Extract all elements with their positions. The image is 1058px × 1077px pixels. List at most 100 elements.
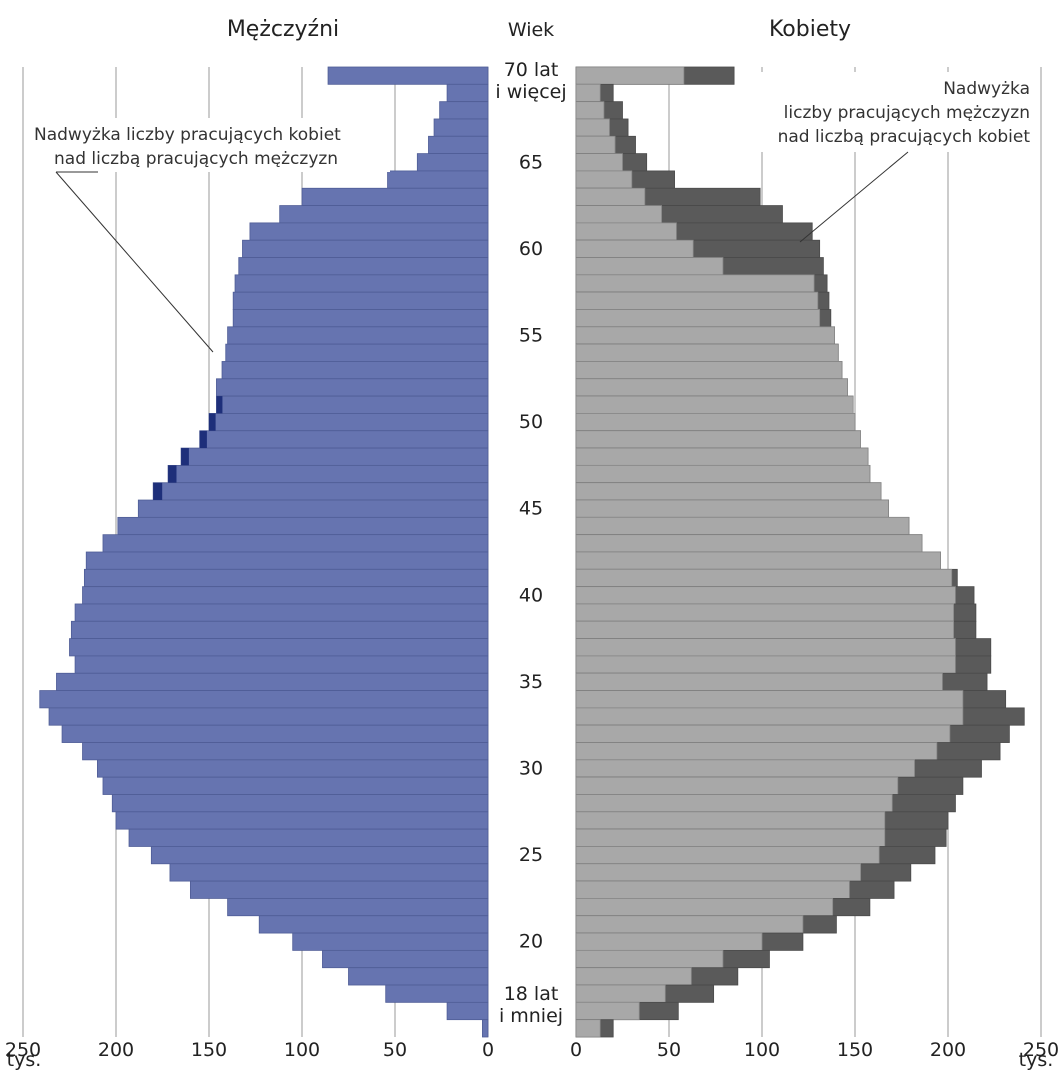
bar-men-17 <box>221 361 489 380</box>
bar-men-10 <box>242 239 489 258</box>
bar-men-49 <box>258 915 489 934</box>
annotation-right-line-3: nad liczbą pracujących kobiet <box>778 127 1031 147</box>
bar-women-work-48 <box>575 898 834 917</box>
bar-men-36 <box>39 690 489 709</box>
bar-women-work-44 <box>575 828 886 847</box>
bar-men-41 <box>102 776 489 795</box>
bar-men-23 <box>167 464 489 484</box>
bar-women-work-37 <box>575 707 964 726</box>
tick-right-200: 200 <box>930 1039 966 1061</box>
x-ticks-right: 0 50 100 150 200 250 <box>570 1039 1058 1061</box>
bar-women-work-20 <box>575 413 856 432</box>
age-label-55: 55 <box>519 324 543 346</box>
bar-men-50 <box>292 932 489 951</box>
bar-men-34 <box>74 655 489 674</box>
bar-men-excess-23 <box>168 465 177 483</box>
bar-men-26 <box>117 516 489 536</box>
title-women: Kobiety <box>769 17 851 42</box>
age-label-50: 50 <box>519 411 543 433</box>
bar-men-37 <box>48 707 489 726</box>
bar-women-work-32 <box>575 620 954 640</box>
bar-men-39 <box>82 742 489 761</box>
bar-women-work-2 <box>575 101 605 120</box>
bar-women-work-41 <box>575 776 899 795</box>
bar-men-excess-21 <box>199 430 207 449</box>
tick-left-150: 150 <box>191 1039 227 1061</box>
bar-men-3 <box>433 118 489 137</box>
bar-men-16 <box>225 343 489 362</box>
bar-men-43 <box>115 811 489 830</box>
bar-women-work-12 <box>575 274 815 293</box>
bar-men-24 <box>152 482 489 501</box>
age-label-35: 35 <box>519 671 543 693</box>
annotation-right-bg <box>740 72 1034 152</box>
bar-men-12 <box>234 274 489 293</box>
bar-women-work-45 <box>575 846 880 865</box>
bar-women-work-43 <box>575 811 886 830</box>
bar-women-work-33 <box>575 638 956 657</box>
bar-men-28 <box>85 551 489 570</box>
bar-women-work-1 <box>575 83 601 103</box>
bar-men-14 <box>232 309 489 328</box>
bar-men-45 <box>150 846 489 865</box>
bar-men-29 <box>83 568 489 588</box>
bar-men-42 <box>111 794 489 813</box>
bar-women-work-28 <box>575 551 941 570</box>
bar-women-work-52 <box>575 967 692 986</box>
bar-men-9 <box>249 222 489 241</box>
bars-women <box>575 66 1025 1038</box>
bar-women-work-35 <box>575 672 943 691</box>
bar-women-work-15 <box>575 326 835 345</box>
bar-men-53 <box>385 984 489 1003</box>
bar-men-21 <box>199 430 489 449</box>
bar-men-38 <box>61 724 489 743</box>
bar-women-work-38 <box>575 724 951 743</box>
age-label-45: 45 <box>519 498 543 520</box>
bar-women-work-9 <box>575 222 677 241</box>
bar-women-work-54 <box>575 1001 640 1021</box>
bar-women-work-40 <box>575 759 915 778</box>
tick-left-200: 200 <box>98 1039 134 1061</box>
tick-right-0: 0 <box>570 1039 582 1061</box>
bar-men-46 <box>169 863 489 882</box>
bar-women-work-10 <box>575 239 694 258</box>
age-label-60: 60 <box>519 238 543 260</box>
bar-men-25 <box>137 499 489 518</box>
bar-men-32 <box>70 620 489 640</box>
bar-women-work-7 <box>575 187 646 206</box>
bar-men-52 <box>348 967 489 986</box>
bar-women-work-24 <box>575 482 882 501</box>
bar-men-18 <box>216 378 489 397</box>
age-label-18: 18 lat <box>504 983 559 1005</box>
tick-left-250: 250 <box>5 1039 41 1061</box>
bar-men-19 <box>216 395 489 414</box>
bar-men-13 <box>232 291 489 310</box>
bar-men-0 <box>327 66 489 85</box>
bar-women-work-51 <box>575 949 724 969</box>
bar-women-work-46 <box>575 863 861 882</box>
bar-men-4 <box>428 135 489 155</box>
bar-men-15 <box>227 326 489 345</box>
bar-women-work-50 <box>575 932 763 951</box>
age-label-70: 70 lat <box>504 59 559 81</box>
tick-left-0: 0 <box>482 1039 494 1061</box>
annotation-left-leader <box>55 171 214 353</box>
bar-men-31 <box>74 603 489 622</box>
bar-women-work-36 <box>575 690 964 709</box>
tick-left-50: 50 <box>383 1039 407 1061</box>
bar-men-excess-20 <box>209 413 216 431</box>
bar-women-work-6 <box>575 170 633 189</box>
age-label-65: 65 <box>519 151 543 173</box>
age-label-18-b: i mniej <box>499 1005 563 1027</box>
age-label-30: 30 <box>519 758 543 780</box>
bar-women-work-13 <box>575 291 819 310</box>
bar-men-51 <box>322 949 489 969</box>
bar-women-work-30 <box>575 586 956 605</box>
bar-women-work-3 <box>575 118 610 137</box>
bar-men-54 <box>446 1001 489 1021</box>
annotation-left-line-2: nad liczbą pracujących mężczyzn <box>54 149 338 169</box>
bar-women-work-11 <box>575 257 724 276</box>
bar-women-work-47 <box>575 880 850 899</box>
